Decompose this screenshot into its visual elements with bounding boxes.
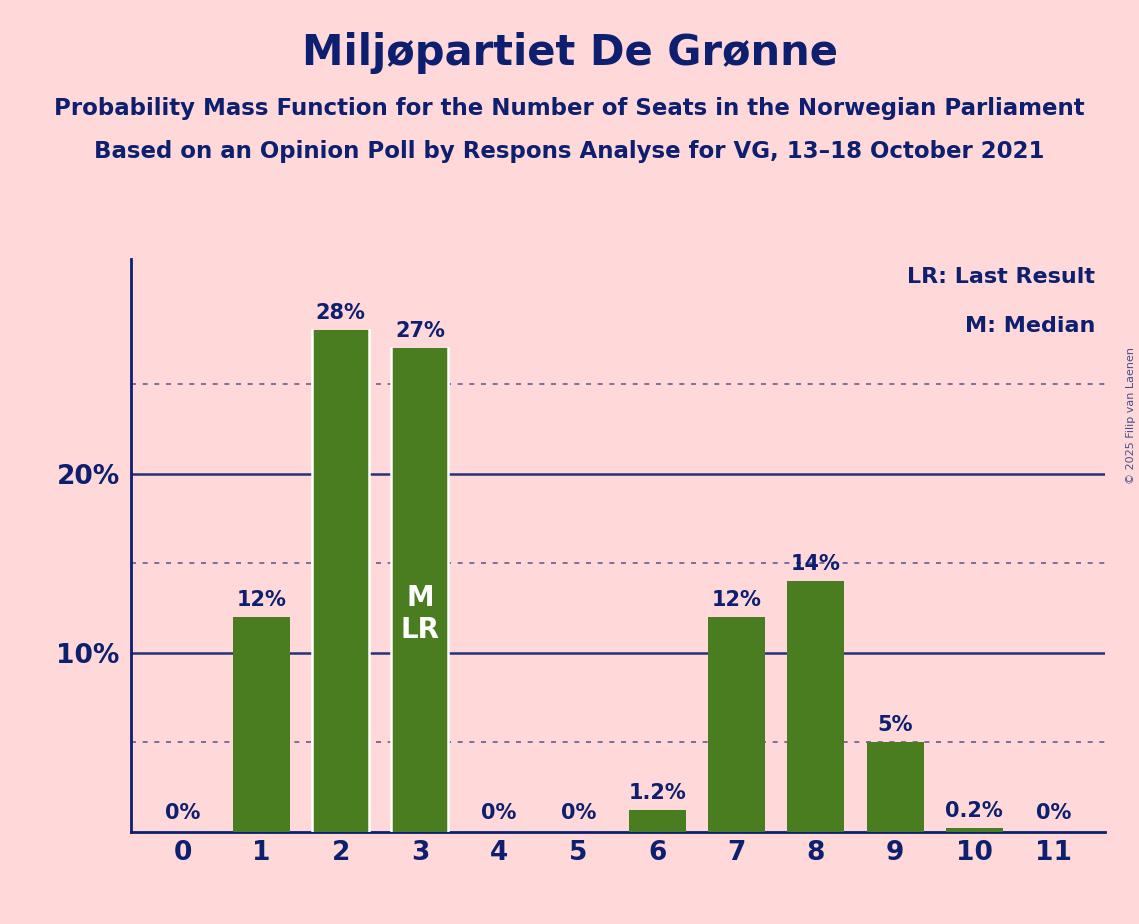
Text: Based on an Opinion Poll by Respons Analyse for VG, 13–18 October 2021: Based on an Opinion Poll by Respons Anal… xyxy=(95,140,1044,164)
Text: 28%: 28% xyxy=(316,303,366,323)
Text: 5%: 5% xyxy=(877,715,912,735)
Bar xyxy=(392,348,449,832)
Text: 12%: 12% xyxy=(237,590,287,610)
Text: Probability Mass Function for the Number of Seats in the Norwegian Parliament: Probability Mass Function for the Number… xyxy=(55,97,1084,120)
Text: 1.2%: 1.2% xyxy=(629,783,687,803)
Bar xyxy=(945,828,1002,832)
Text: M: Median: M: Median xyxy=(965,316,1095,336)
Text: Miljøpartiet De Grønne: Miljøpartiet De Grønne xyxy=(302,32,837,74)
Bar xyxy=(233,617,290,832)
Bar xyxy=(312,331,369,832)
Bar xyxy=(708,617,765,832)
Text: 0.2%: 0.2% xyxy=(945,801,1003,821)
Text: M
LR: M LR xyxy=(401,584,440,644)
Text: 14%: 14% xyxy=(790,553,841,574)
Text: 0%: 0% xyxy=(560,803,596,822)
Bar xyxy=(787,581,844,832)
Text: 0%: 0% xyxy=(165,803,200,822)
Text: 27%: 27% xyxy=(395,321,445,341)
Text: LR: Last Result: LR: Last Result xyxy=(907,267,1095,287)
Bar xyxy=(867,742,924,832)
Bar xyxy=(629,810,686,832)
Text: 0%: 0% xyxy=(482,803,517,822)
Text: 12%: 12% xyxy=(712,590,762,610)
Text: 0%: 0% xyxy=(1035,803,1071,822)
Text: © 2025 Filip van Laenen: © 2025 Filip van Laenen xyxy=(1126,347,1136,484)
